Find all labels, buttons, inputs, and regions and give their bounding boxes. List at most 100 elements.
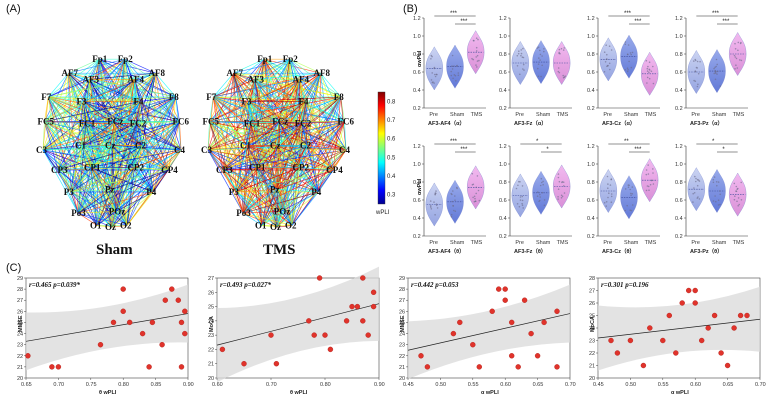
data-point [370, 303, 377, 310]
data-point [649, 183, 652, 186]
connection-line [246, 121, 345, 146]
y-tick-label: 0.2 [675, 234, 683, 240]
data-point [540, 75, 542, 78]
data-point [519, 73, 521, 76]
data-point [712, 200, 715, 202]
x-tick-label: Pre [429, 240, 438, 246]
data-point [521, 195, 524, 198]
data-point [477, 189, 480, 192]
data-point [608, 337, 614, 344]
connection-line [222, 167, 300, 171]
data-point [735, 57, 738, 60]
data-point [610, 49, 613, 51]
data-point [698, 198, 701, 200]
electrode-label: F3 [77, 96, 87, 106]
data-point [697, 83, 699, 86]
data-point [645, 59, 648, 62]
connection-line [81, 145, 135, 168]
data-point [645, 173, 648, 176]
data-point [126, 319, 133, 326]
connection-line [78, 212, 98, 226]
connection-line [213, 96, 345, 122]
connection-line [209, 121, 278, 146]
connection-line [111, 189, 117, 212]
connection-lines [207, 58, 347, 228]
connection-line [242, 167, 257, 214]
data-point [630, 192, 632, 195]
scatter-chart: 0.45 0.50 0.55 0.60 0.65 0.70 20 21 22 23 24 25 26 27… [399, 276, 576, 396]
connection-line [276, 189, 282, 212]
data-point [343, 318, 350, 324]
connection-line [111, 167, 135, 228]
connection-line [250, 101, 306, 124]
connection-line [44, 96, 176, 122]
data-point [719, 203, 721, 206]
data-point [175, 297, 182, 303]
electrode-label: FCz [107, 117, 123, 127]
data-point [606, 58, 608, 60]
data-point [178, 319, 185, 326]
data-point [327, 346, 334, 353]
scatter-panel: 0.65 0.70 0.75 0.80 0.85 0.90 20 21 22 23 24 25 26 27… [17, 266, 766, 396]
connection-line [48, 96, 180, 122]
data-point [430, 58, 432, 60]
connection-line [235, 167, 300, 193]
data-point [660, 337, 666, 344]
data-point [648, 189, 650, 191]
data-point [692, 287, 698, 294]
connection-line [83, 101, 180, 122]
y-tick-label: 1.2 [587, 16, 595, 22]
data-point [646, 70, 649, 72]
connection-line [213, 79, 255, 98]
data-point [562, 74, 564, 77]
data-point [311, 332, 317, 338]
connection-line [78, 211, 116, 214]
x-tick-label: Sham [536, 112, 551, 118]
electrode-label: P3 [229, 187, 239, 197]
data-point [450, 215, 453, 218]
data-point [455, 65, 458, 67]
data-point [528, 330, 534, 337]
connection-line [96, 225, 113, 228]
data-point [360, 318, 366, 324]
connection-line [243, 191, 319, 214]
y-tick-label: 0.4 [675, 216, 683, 222]
data-point [451, 54, 454, 57]
data-point [434, 193, 437, 196]
data-point [629, 188, 631, 191]
connection-line [136, 123, 182, 151]
connection-line [207, 121, 345, 151]
connection-line [48, 72, 69, 98]
data-point [453, 74, 456, 76]
data-point [472, 196, 474, 199]
electrode-label: FC1 [244, 118, 261, 128]
connection-line [289, 58, 321, 74]
data-point [182, 308, 188, 314]
data-point [652, 183, 655, 185]
data-point [647, 325, 653, 331]
connection-line [243, 169, 334, 214]
data-point [607, 183, 609, 185]
connection-line [246, 145, 334, 171]
data-point [557, 176, 560, 179]
data-point [626, 70, 629, 73]
data-point [609, 68, 611, 71]
connection-line [276, 167, 300, 228]
y-tick-label: 1.2 [675, 16, 683, 22]
connection-line [344, 121, 347, 150]
data-point [522, 56, 525, 59]
x-tick-label: 0.60 [212, 382, 223, 388]
connection-line [213, 58, 290, 98]
connection-line [70, 191, 79, 214]
data-point [737, 187, 739, 190]
data-point [534, 353, 541, 359]
electrode-label: FC6 [338, 117, 355, 127]
connection-line [213, 96, 308, 146]
data-point [475, 46, 478, 49]
data-point [433, 67, 436, 70]
data-point [714, 66, 716, 69]
connection-line [255, 145, 308, 168]
connection-line [213, 96, 302, 124]
data-point [614, 350, 621, 356]
connection-line [70, 167, 135, 193]
